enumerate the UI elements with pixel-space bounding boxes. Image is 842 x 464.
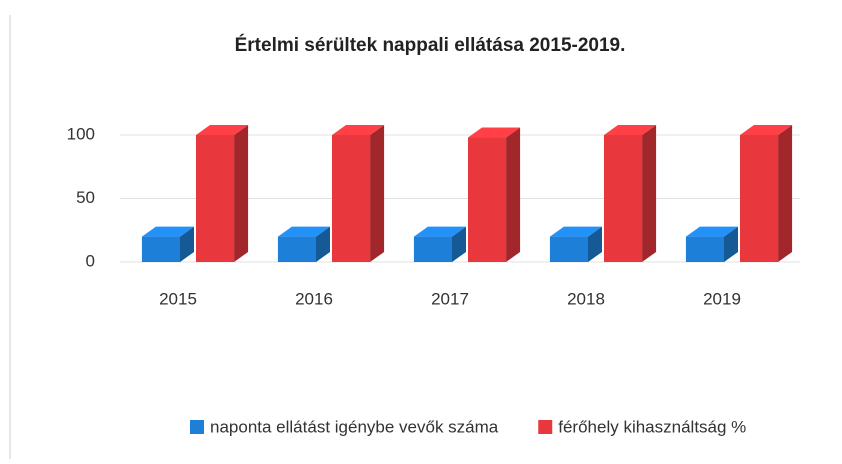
bar-top	[413, 226, 466, 237]
bar-side	[642, 125, 657, 262]
legend-label: naponta ellátást igénybe vevők száma	[210, 417, 499, 436]
bar-side	[778, 125, 793, 262]
bar	[549, 236, 588, 262]
bar-top	[740, 125, 793, 135]
bar	[332, 135, 371, 262]
y-tick-label: 50	[76, 188, 95, 207]
bar-top	[277, 226, 330, 237]
bar	[740, 135, 779, 262]
bar-side	[588, 226, 602, 262]
bar-side	[180, 226, 194, 262]
legend: naponta ellátást igénybe vevők száma férő…	[190, 417, 746, 436]
bar	[685, 236, 724, 262]
bar-top	[468, 127, 521, 138]
bar	[604, 135, 643, 262]
bar-top	[604, 125, 657, 135]
y-tick-label: 100	[67, 124, 95, 143]
x-tick-label: 2015	[159, 289, 197, 308]
chart-title: Értelmi sérültek nappali ellátása 2015-2…	[235, 34, 626, 56]
bar	[413, 236, 452, 262]
bar-side	[506, 127, 521, 262]
bar-side	[452, 226, 466, 262]
bar-side	[724, 226, 738, 262]
legend-swatch	[538, 420, 553, 434]
x-tick-label: 2018	[567, 289, 605, 308]
bar-side	[316, 226, 330, 262]
bar-top	[141, 226, 194, 237]
legend-swatch	[190, 420, 204, 434]
bar-side	[370, 125, 385, 262]
x-tick-label: 2019	[703, 289, 741, 308]
x-tick-label: 2016	[295, 289, 333, 308]
x-tick-label: 2017	[431, 289, 469, 308]
legend-label: férőhely kihasználtság %	[558, 417, 746, 436]
bar-top	[549, 226, 602, 237]
bar	[468, 137, 507, 262]
bar	[196, 135, 235, 262]
bar-top	[196, 125, 249, 135]
bar-top	[685, 226, 738, 237]
bar-top	[332, 125, 385, 135]
bar	[277, 236, 316, 262]
bar-side	[234, 125, 249, 262]
y-tick-label: 0	[86, 251, 95, 270]
bar	[141, 236, 180, 262]
